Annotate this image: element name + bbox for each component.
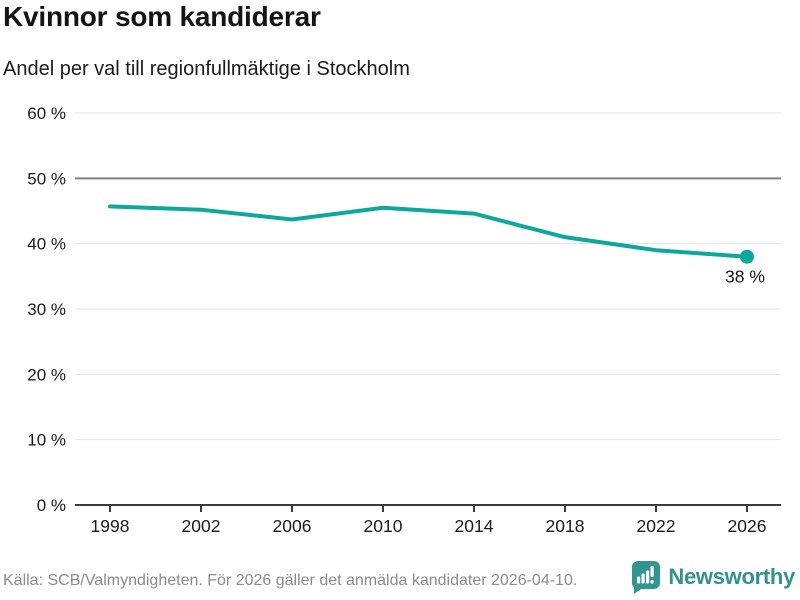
chart-title: Kvinnor som kandiderar (3, 1, 321, 32)
data-line (108, 204, 749, 259)
y-tick-label: 30 % (27, 300, 66, 319)
end-value-label: 38 % (725, 267, 765, 287)
x-tick-label: 2014 (455, 516, 494, 536)
newsworthy-logo-icon (632, 560, 661, 594)
line-chart: 0 % 10 % 20 % 30 % 40 % 50 % 60 % 1998 2002 2006 2… (27, 104, 781, 536)
y-tick-label: 20 % (27, 365, 66, 384)
x-tick-label: 2022 (637, 516, 676, 536)
x-tick-label: 1998 (91, 516, 130, 536)
y-tick-label: 10 % (27, 431, 66, 450)
source-note: Källa: SCB/Valmyndigheten. För 2026 gäll… (3, 572, 578, 589)
newsworthy-wordmark: Newsworthy (668, 564, 795, 589)
x-tick-label: 2026 (728, 516, 767, 536)
chart-subtitle: Andel per val till regionfullmäktige i S… (3, 58, 410, 80)
x-tick-label: 2018 (546, 516, 585, 536)
x-tick-label: 2010 (364, 516, 403, 536)
y-tick-label: 40 % (27, 235, 66, 254)
y-tick-label: 60 % (27, 104, 66, 123)
x-tick-label: 2002 (182, 516, 221, 536)
newsworthy-brand: Newsworthy (631, 560, 795, 594)
x-tick-label: 2006 (273, 516, 312, 536)
y-tick-label: 50 % (27, 169, 66, 188)
end-point-marker (740, 249, 754, 264)
y-tick-label: 0 % (37, 496, 66, 515)
